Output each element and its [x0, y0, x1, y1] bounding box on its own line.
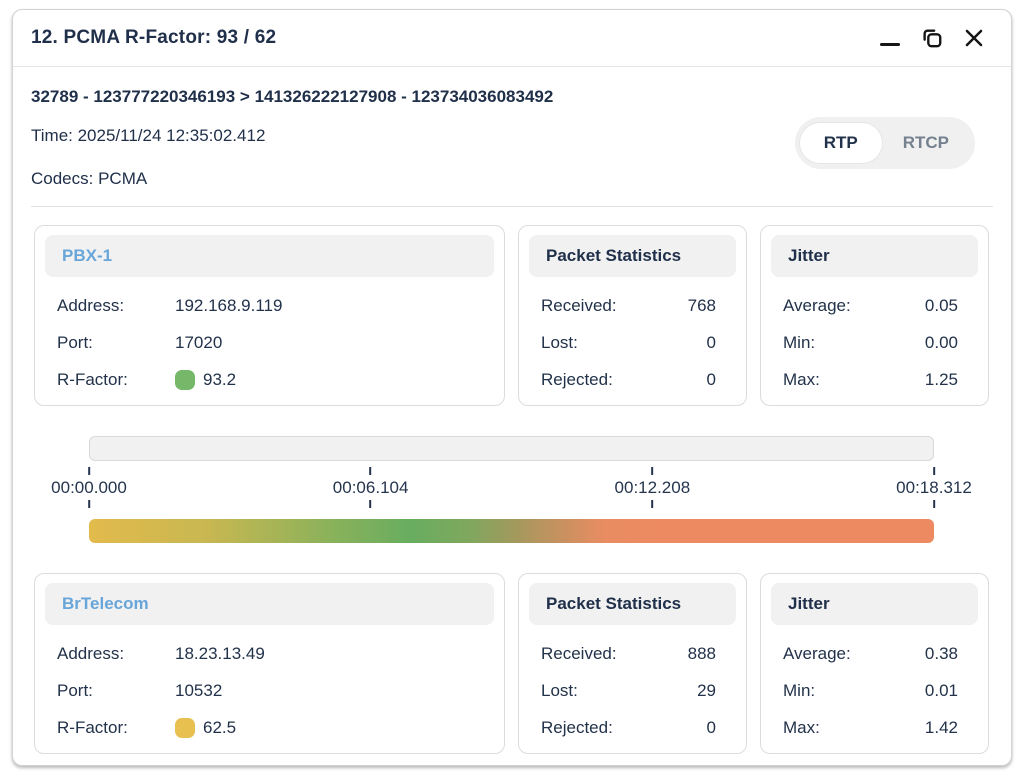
time-tick: 00:06.104	[332, 467, 409, 508]
average-label: Average:	[783, 295, 851, 315]
packet-stats-title: Packet Statistics	[529, 583, 736, 625]
rfactor-value: 62.5	[203, 717, 237, 737]
max-value: 1.25	[924, 369, 958, 389]
endpoint-name: PBX-1	[45, 235, 494, 277]
rejected-label: Rejected:	[541, 717, 613, 737]
packet-stats-title: Packet Statistics	[529, 235, 736, 277]
time-tick: 00:12.208	[614, 467, 691, 508]
max-label: Max:	[783, 717, 820, 737]
call-header: 32789 - 123777220346193 > 14132622212790…	[13, 67, 1011, 189]
call-codecs: Codecs: PCMA	[31, 169, 148, 188]
port-label: Port:	[57, 680, 93, 700]
address-label: Address:	[57, 295, 125, 315]
min-label: Min:	[783, 332, 816, 352]
average-value: 0.38	[924, 643, 958, 663]
received-value: 768	[687, 295, 716, 315]
dialog-window: 12. PCMA R-Factor: 93 / 62 32789 - 12377…	[12, 9, 1012, 766]
rejected-label: Rejected:	[541, 369, 613, 389]
endpoint-card-a: PBX-1 Address: 192.168.9.119 Port: 17020…	[34, 225, 505, 406]
jitter-title: Jitter	[771, 235, 978, 277]
endpoint-card-b: BrTelecom Address: 18.23.13.49 Port: 105…	[34, 573, 505, 754]
dialog-title: 12. PCMA R-Factor: 93 / 62	[31, 27, 277, 48]
packet-stats-card-b: Packet Statistics Received: 888 Lost: 29…	[518, 573, 747, 754]
time-tick: 00:18.312	[896, 467, 972, 508]
jitter-title: Jitter	[771, 583, 978, 625]
rfactor-row: R-Factor: 93.2	[57, 368, 482, 391]
rfactor-row: R-Factor: 62.5	[57, 716, 482, 739]
port-value: 17020	[175, 332, 223, 352]
min-label: Min:	[783, 680, 816, 700]
time-tick-label: 00:18.312	[896, 478, 972, 497]
time-axis: 00:00.000 00:06.104 00:12.208 00:18.312	[51, 467, 972, 514]
rejected-value: 0	[706, 369, 716, 389]
address-value: 192.168.9.119	[175, 295, 283, 315]
playback-timeline: 00:00.000 00:06.104 00:12.208 00:18.312	[13, 436, 1011, 543]
lost-row: Lost: 0	[541, 331, 724, 354]
minimize-icon[interactable]	[877, 25, 903, 51]
playback-progress-fill	[90, 437, 798, 460]
packet-stats-card-a: Packet Statistics Received: 768 Lost: 0 …	[518, 225, 747, 406]
port-row: Port: 17020	[57, 331, 482, 354]
rfactor-status-dot	[175, 369, 195, 390]
max-row: Max: 1.42	[783, 716, 966, 739]
header-divider	[31, 206, 993, 207]
rejected-value: 0	[706, 717, 716, 737]
maximize-restore-icon[interactable]	[919, 25, 945, 51]
address-value: 18.23.13.49	[175, 643, 265, 663]
port-label: Port:	[57, 332, 93, 352]
stream-b-cards: BrTelecom Address: 18.23.13.49 Port: 105…	[13, 573, 1011, 754]
time-tick-label: 00:06.104	[332, 478, 409, 497]
received-label: Received:	[541, 295, 617, 315]
rejected-row: Rejected: 0	[541, 368, 724, 391]
average-value: 0.05	[924, 295, 958, 315]
lost-row: Lost: 29	[541, 679, 724, 702]
close-icon[interactable]	[961, 25, 987, 51]
port-value: 10532	[175, 680, 223, 700]
endpoint-name: BrTelecom	[45, 583, 494, 625]
average-row: Average: 0.38	[783, 642, 966, 665]
time-tick-label: 00:12.208	[614, 478, 691, 497]
address-row: Address: 192.168.9.119	[57, 294, 482, 317]
time-tick: 00:00.000	[51, 467, 127, 508]
max-value: 1.42	[924, 717, 958, 737]
rejected-row: Rejected: 0	[541, 716, 724, 739]
window-controls	[877, 25, 987, 51]
title-bar: 12. PCMA R-Factor: 93 / 62	[13, 10, 1011, 67]
min-row: Min: 0.01	[783, 679, 966, 702]
playback-progress-bar[interactable]	[89, 436, 934, 461]
call-time: Time: 2025/11/24 12:35:02.412	[31, 126, 266, 145]
received-value: 888	[687, 643, 716, 663]
max-label: Max:	[783, 369, 820, 389]
toggle-option-rtp[interactable]: RTP	[799, 123, 882, 163]
average-label: Average:	[783, 643, 851, 663]
time-tick-label: 00:00.000	[51, 478, 127, 497]
rfactor-status-dot	[175, 717, 195, 738]
received-label: Received:	[541, 643, 617, 663]
jitter-card-b: Jitter Average: 0.38 Min: 0.01 Max: 1.42	[760, 573, 989, 754]
lost-label: Lost:	[541, 680, 578, 700]
stream-a-cards: PBX-1 Address: 192.168.9.119 Port: 17020…	[13, 225, 1011, 406]
address-row: Address: 18.23.13.49	[57, 642, 482, 665]
lost-label: Lost:	[541, 332, 578, 352]
lost-value: 0	[706, 332, 716, 352]
rfactor-value: 93.2	[203, 369, 237, 389]
max-row: Max: 1.25	[783, 368, 966, 391]
rfactor-label: R-Factor:	[57, 369, 128, 389]
call-route: 32789 - 123777220346193 > 14132622212790…	[31, 87, 554, 106]
address-label: Address:	[57, 643, 125, 663]
rtp-rtcp-toggle: RTP RTCP	[794, 117, 975, 169]
quality-heatmap-strip	[89, 519, 934, 543]
rfactor-label: R-Factor:	[57, 717, 128, 737]
min-value: 0.00	[924, 332, 958, 352]
lost-value: 29	[697, 680, 716, 700]
port-row: Port: 10532	[57, 679, 482, 702]
received-row: Received: 888	[541, 642, 724, 665]
toggle-option-rtcp[interactable]: RTCP	[902, 133, 949, 152]
average-row: Average: 0.05	[783, 294, 966, 317]
min-row: Min: 0.00	[783, 331, 966, 354]
jitter-card-a: Jitter Average: 0.05 Min: 0.00 Max: 1.25	[760, 225, 989, 406]
min-value: 0.01	[924, 680, 958, 700]
received-row: Received: 768	[541, 294, 724, 317]
